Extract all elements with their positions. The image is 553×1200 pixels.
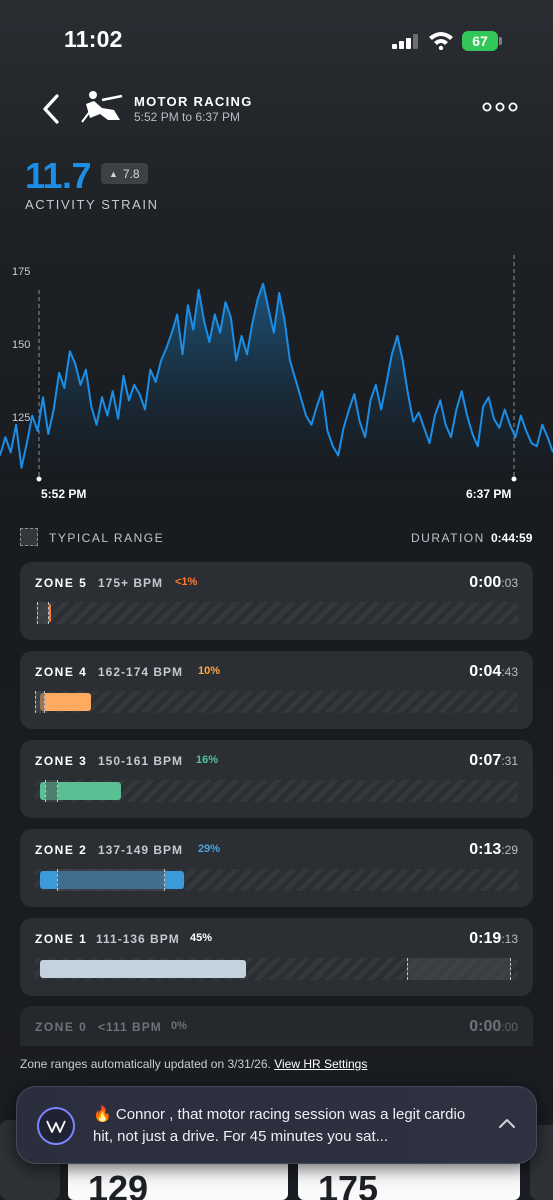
y-tick-150: 150 bbox=[12, 339, 30, 351]
duration-label: DURATION bbox=[411, 531, 485, 545]
zone-4-card[interactable]: ZONE 4 162-174 BPM 10% 0:04:43 bbox=[20, 651, 533, 729]
zone-time: 0:19:13 bbox=[469, 930, 518, 947]
zone-name: ZONE 1 bbox=[35, 932, 88, 946]
chevron-up-icon[interactable] bbox=[498, 1117, 516, 1129]
zone-bpm: <111 BPM bbox=[98, 1020, 162, 1034]
zone-bpm: 150-161 BPM bbox=[98, 754, 184, 768]
strain-value: 11.7 bbox=[25, 155, 92, 196]
zone-time: 0:00:00 bbox=[469, 1018, 518, 1035]
back-chevron-icon[interactable] bbox=[38, 92, 64, 126]
page-title: MOTOR RACING bbox=[134, 94, 253, 109]
notification-text: Connor , that motor racing session was a… bbox=[93, 1106, 466, 1145]
zone-percent: 45% bbox=[190, 932, 213, 944]
y-tick-125: 125 bbox=[12, 412, 30, 424]
zone-ranges-text: Zone ranges automatically updated on 3/3… bbox=[20, 1057, 271, 1071]
metric-card-peek[interactable]: 175 bbox=[298, 1158, 520, 1200]
battery-level: 67 bbox=[462, 31, 498, 51]
coach-notification[interactable]: 🔥 Connor , that motor racing session was… bbox=[16, 1086, 537, 1164]
x-label-end: 6:37 PM bbox=[466, 487, 511, 500]
y-tick-175: 175 bbox=[12, 266, 30, 278]
zone-1-card[interactable]: ZONE 1 111-136 BPM 45% 0:19:13 bbox=[20, 918, 533, 996]
zone-bar-track bbox=[35, 958, 518, 980]
time-range: 5:52 PM to 6:37 PM bbox=[134, 110, 241, 124]
metric-card-peek[interactable]: 129 bbox=[68, 1158, 288, 1200]
zone-bar-fill bbox=[40, 693, 91, 711]
typical-range-label: TYPICAL RANGE bbox=[49, 531, 165, 545]
zone-bar-fill bbox=[49, 604, 51, 622]
zone-2-card[interactable]: ZONE 2 137-149 BPM 29% 0:13:29 bbox=[20, 829, 533, 907]
view-hr-settings-link[interactable]: View HR Settings bbox=[274, 1057, 368, 1071]
zone-bpm: 162-174 BPM bbox=[98, 665, 184, 679]
zone-name: ZONE 0 bbox=[35, 1020, 88, 1034]
more-options-icon[interactable] bbox=[482, 102, 518, 112]
zone-bar-fill bbox=[40, 782, 121, 800]
strain-delta-value: 7.8 bbox=[122, 166, 140, 181]
zone-typical-range bbox=[35, 691, 45, 713]
zone-bpm: 175+ BPM bbox=[98, 576, 164, 590]
zone-name: ZONE 4 bbox=[35, 665, 88, 679]
strain-delta-badge: ▲ 7.8 bbox=[101, 163, 148, 184]
zone-3-card[interactable]: ZONE 3 150-161 BPM 16% 0:07:31 bbox=[20, 740, 533, 818]
zone-5-card[interactable]: ZONE 5 175+ BPM <1% 0:00:03 bbox=[20, 562, 533, 640]
duration-value: 0:44:59 bbox=[491, 531, 533, 545]
motor-racing-icon bbox=[81, 91, 123, 123]
zone-time: 0:00:03 bbox=[469, 574, 518, 591]
zone-bar-fill bbox=[40, 960, 247, 978]
zone-typical-range bbox=[406, 958, 511, 980]
cell-signal-icon bbox=[392, 34, 418, 49]
metric-value: 175 bbox=[318, 1168, 379, 1200]
up-arrow-icon: ▲ bbox=[109, 168, 118, 179]
zone-typical-range bbox=[56, 869, 166, 891]
wifi-icon bbox=[429, 32, 453, 50]
zone-percent: 29% bbox=[198, 843, 221, 855]
zone-name: ZONE 3 bbox=[35, 754, 88, 768]
zone-percent: 16% bbox=[196, 754, 219, 766]
zone-name: ZONE 2 bbox=[35, 843, 88, 857]
zone-bpm: 111-136 BPM bbox=[96, 932, 180, 946]
zone-bar-track bbox=[35, 602, 518, 624]
zone-ranges-note: Zone ranges automatically updated on 3/3… bbox=[20, 1057, 367, 1071]
zone-bpm: 137-149 BPM bbox=[98, 843, 184, 857]
heart-rate-chart: 175 150 125 5:52 PM 6:37 PM bbox=[0, 255, 553, 500]
battery-icon: 67 bbox=[462, 31, 502, 51]
end-marker-dot bbox=[511, 476, 517, 482]
status-time: 11:02 bbox=[64, 26, 123, 52]
zone-bar-track bbox=[35, 691, 518, 713]
zone-time: 0:04:43 bbox=[469, 663, 518, 680]
zone-name: ZONE 5 bbox=[35, 576, 88, 590]
start-marker-dot bbox=[36, 476, 42, 482]
zone-typical-range bbox=[44, 780, 59, 802]
zone-percent: 0% bbox=[171, 1020, 187, 1032]
zone-time: 0:07:31 bbox=[469, 752, 518, 769]
fire-emoji-icon: 🔥 bbox=[93, 1106, 112, 1123]
typical-range-swatch bbox=[20, 528, 38, 546]
notification-message: 🔥 Connor , that motor racing session was… bbox=[93, 1104, 483, 1148]
heart-rate-line bbox=[0, 282, 553, 469]
zone-time: 0:13:29 bbox=[469, 841, 518, 858]
x-label-start: 5:52 PM bbox=[41, 487, 86, 500]
zone-bar-track bbox=[35, 869, 518, 891]
coach-logo-icon bbox=[37, 1107, 75, 1145]
zone-bar-track bbox=[35, 780, 518, 802]
zone-percent: 10% bbox=[198, 665, 221, 677]
zone-0-card[interactable]: ZONE 0 <111 BPM 0% 0:00:00 bbox=[20, 1006, 533, 1046]
strain-label: ACTIVITY STRAIN bbox=[25, 197, 159, 212]
heart-rate-area bbox=[0, 283, 553, 480]
zone-percent: <1% bbox=[175, 576, 198, 588]
metric-value: 129 bbox=[88, 1168, 149, 1200]
zone-typical-range bbox=[36, 602, 49, 624]
